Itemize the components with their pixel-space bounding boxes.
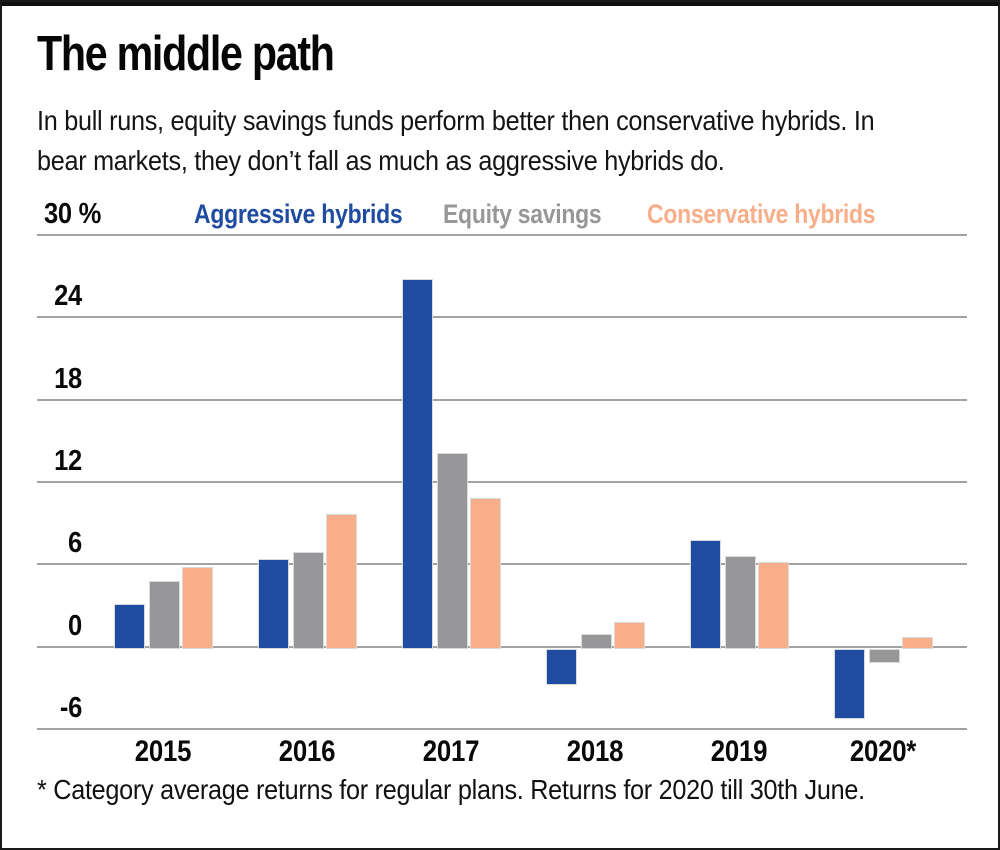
bar-aggressive-hybrids-2018 bbox=[546, 648, 577, 686]
legend-item-aggressive-hybrids: Aggressive hybrids bbox=[194, 199, 403, 229]
subtitle-line-1: In bull runs, equity savings funds perfo… bbox=[37, 105, 875, 136]
x-axis-label-2016: 2016 bbox=[278, 735, 336, 768]
y-tick-label-24: 24 bbox=[54, 280, 82, 313]
y-tick-label-12: 12 bbox=[54, 445, 82, 477]
gridline-24 bbox=[37, 316, 967, 319]
bar-conservative-hybrids-2015 bbox=[182, 567, 213, 649]
bar-conservative-hybrids-2020 bbox=[902, 637, 933, 649]
bar-equity-savings-2016 bbox=[293, 551, 324, 649]
bar-conservative-hybrids-2019 bbox=[758, 561, 789, 649]
chart-subtitle: In bull runs, equity savings funds perfo… bbox=[37, 101, 875, 181]
bar-equity-savings-2020 bbox=[869, 648, 900, 664]
top-accent-bar bbox=[2, 2, 998, 6]
gridline-30 bbox=[37, 234, 967, 236]
footnote: * Category average returns for regular p… bbox=[37, 774, 865, 805]
legend-item-equity-savings: Equity savings bbox=[443, 199, 602, 229]
bar-aggressive-hybrids-2017 bbox=[402, 278, 433, 649]
gridline-18 bbox=[37, 398, 967, 401]
bar-conservative-hybrids-2016 bbox=[326, 513, 357, 649]
page-title: The middle path bbox=[37, 27, 335, 81]
x-axis-label-2019: 2019 bbox=[710, 735, 768, 768]
bar-conservative-hybrids-2018 bbox=[614, 621, 645, 649]
bar-conservative-hybrids-2017 bbox=[470, 498, 501, 649]
y-tick-label-18: 18 bbox=[54, 362, 82, 395]
gridline--6 bbox=[37, 728, 967, 730]
gridline-0 bbox=[37, 645, 967, 648]
x-axis-label-2017: 2017 bbox=[422, 735, 480, 768]
x-axis-label-2020: 2020* bbox=[849, 735, 917, 768]
bar-equity-savings-2017 bbox=[437, 453, 468, 649]
gridline-6 bbox=[37, 563, 967, 566]
bar-equity-savings-2015 bbox=[149, 580, 180, 649]
gridline-12 bbox=[37, 481, 967, 483]
bar-aggressive-hybrids-2016 bbox=[258, 558, 289, 649]
y-tick-label--6: -6 bbox=[59, 692, 82, 724]
bar-aggressive-hybrids-2019 bbox=[690, 539, 721, 649]
x-axis-label-2015: 2015 bbox=[134, 735, 192, 768]
bar-aggressive-hybrids-2020 bbox=[834, 648, 865, 720]
y-tick-label-6: 6 bbox=[68, 527, 82, 560]
plot-area bbox=[37, 234, 967, 730]
bar-equity-savings-2018 bbox=[581, 634, 612, 649]
x-axis-label-2018: 2018 bbox=[566, 735, 624, 768]
subtitle-line-2: bear markets, they don’t fall as much as… bbox=[37, 145, 725, 176]
bar-equity-savings-2019 bbox=[725, 556, 756, 649]
legend-item-conservative-hybrids: Conservative hybrids bbox=[647, 199, 876, 229]
y-tick-label-30: 30 % bbox=[44, 198, 102, 230]
y-tick-label-0: 0 bbox=[68, 609, 82, 642]
bar-aggressive-hybrids-2015 bbox=[114, 604, 145, 649]
